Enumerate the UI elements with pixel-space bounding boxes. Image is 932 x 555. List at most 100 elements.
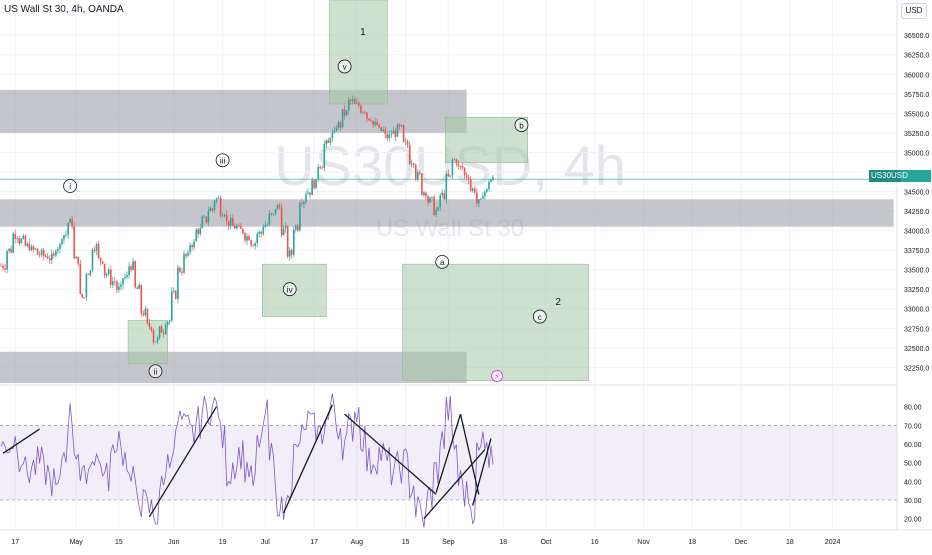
- candle-body: [93, 249, 96, 251]
- candle-body: [122, 278, 124, 285]
- candle-body: [75, 256, 77, 259]
- candle-body: [384, 129, 387, 135]
- price-tick-label: 32750.0: [904, 326, 929, 333]
- candle-body: [368, 118, 370, 121]
- candle-body: [447, 173, 450, 177]
- candle-body: [67, 223, 69, 235]
- time-tick-label: Jun: [168, 539, 179, 546]
- candle-body: [4, 268, 6, 270]
- candle-body: [110, 269, 112, 285]
- candle-body: [435, 210, 437, 216]
- wave-label: 2: [555, 297, 561, 308]
- rsi-trendline: [472, 438, 492, 506]
- price-tick-label: 34000.0: [904, 229, 929, 236]
- wave-label: i: [69, 182, 71, 191]
- candle-body: [327, 140, 330, 144]
- lightning-icon-glyph: ⚡: [494, 372, 500, 381]
- wave-label-circle: [148, 364, 163, 379]
- candle-body: [85, 274, 88, 298]
- candle-body: [234, 226, 236, 229]
- candle-body: [36, 248, 39, 255]
- candle-body: [349, 99, 352, 102]
- candle-body: [476, 192, 478, 204]
- candle-body: [295, 225, 297, 230]
- candle-body: [482, 196, 484, 199]
- candle-body: [252, 245, 254, 247]
- price-tick-label: 33750.0: [904, 248, 929, 255]
- candle-body: [57, 248, 59, 251]
- candle-body: [270, 213, 273, 215]
- candle-body: [351, 99, 354, 102]
- candle-body: [425, 192, 427, 197]
- candle-body: [260, 231, 262, 234]
- candle-body: [286, 226, 289, 257]
- wave-label: ii: [154, 367, 158, 376]
- candle-body: [274, 209, 277, 214]
- candle-body: [118, 286, 120, 290]
- candle-body: [490, 179, 492, 182]
- candle-body: [268, 213, 271, 225]
- candle-body: [415, 164, 417, 180]
- candle-body: [73, 226, 75, 259]
- candle-body: [317, 166, 319, 180]
- candle-body: [144, 308, 147, 316]
- rsi-band: [0, 425, 897, 500]
- symbol-title[interactable]: US Wall St 30, 4h, OANDA: [4, 4, 124, 15]
- price-tick-label: 32250.0: [904, 365, 929, 372]
- candle-body: [126, 275, 128, 277]
- candle-body: [193, 241, 195, 248]
- price-tick-label: 34500.0: [904, 190, 929, 197]
- time-tick-label: Dec: [735, 539, 748, 546]
- candle-body: [329, 138, 332, 144]
- candle-body: [372, 121, 374, 125]
- candle-body: [32, 246, 35, 250]
- candle-body: [280, 207, 283, 236]
- resistance-zone: [0, 89, 467, 133]
- candle-body: [333, 130, 336, 133]
- candle-body: [307, 192, 309, 194]
- candle-body: [429, 197, 431, 203]
- candle-body: [408, 144, 411, 165]
- time-tick-label: May: [70, 539, 84, 546]
- candle-body: [120, 284, 122, 287]
- candle-body: [132, 261, 134, 270]
- candle-body: [197, 229, 199, 234]
- target-zone: [444, 116, 528, 163]
- candle-body: [223, 214, 226, 216]
- candle-body: [22, 235, 25, 239]
- time-tick-label: 16: [591, 539, 599, 546]
- candle-body: [301, 203, 303, 204]
- wave-label-circle: [337, 59, 352, 74]
- time-tick-label: 19: [219, 539, 227, 546]
- rsi-pane: [0, 393, 897, 528]
- candle-body: [439, 195, 441, 208]
- candle-body: [398, 124, 401, 127]
- wave-label: a: [440, 258, 445, 267]
- time-tick-label: 17: [310, 539, 318, 546]
- price-pane: [0, 95, 494, 345]
- candle-body: [209, 208, 212, 212]
- candle-body: [246, 236, 248, 241]
- candle-body: [103, 263, 106, 276]
- target-zone: [329, 0, 388, 105]
- rsi-trendline: [283, 404, 333, 514]
- wave-label: b: [519, 121, 524, 130]
- candle-body: [478, 199, 480, 204]
- price-tick-label: 35750.0: [904, 92, 929, 99]
- candle-body: [337, 122, 340, 129]
- rsi-line: [0, 393, 494, 528]
- candle-body: [203, 216, 206, 218]
- candle-body: [136, 287, 138, 289]
- candle-body: [177, 267, 179, 299]
- candle-body: [388, 134, 391, 139]
- candle-body: [309, 192, 311, 195]
- candle-body: [142, 313, 145, 316]
- currency-badge[interactable]: USD: [901, 3, 927, 19]
- wave-label: v: [343, 63, 347, 72]
- time-tick-label: Nov: [637, 539, 650, 546]
- rsi-tick-label: 50.00: [904, 461, 922, 468]
- candle-body: [112, 281, 114, 285]
- candle-body: [459, 166, 462, 167]
- candle-body: [195, 229, 197, 242]
